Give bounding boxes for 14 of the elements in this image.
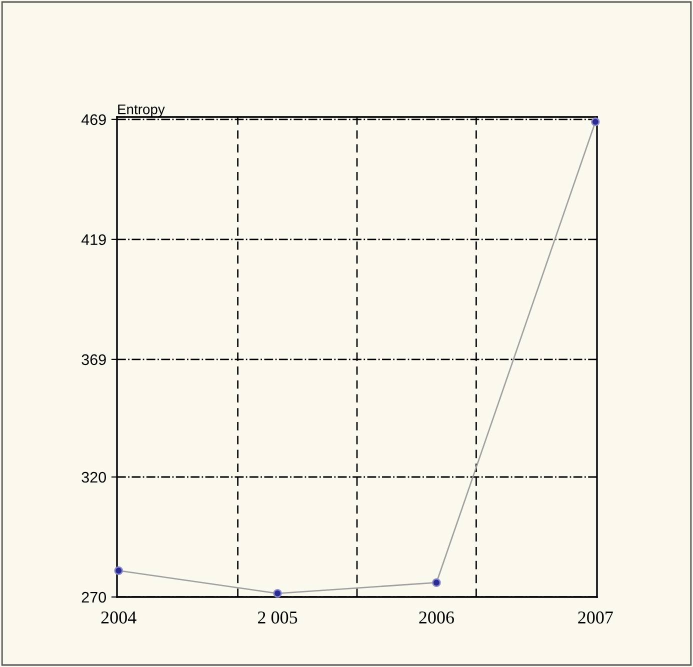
point <box>273 589 282 598</box>
x-tick-label: 2 005 <box>258 611 298 624</box>
y-tick-label: 419 <box>81 234 106 246</box>
y-tick-label: 469 <box>81 114 106 126</box>
x-tick-label: 2007 <box>578 611 613 624</box>
y-tick-label: 369 <box>82 354 106 366</box>
x-tick-label: 2004 <box>101 611 136 624</box>
point <box>591 117 600 126</box>
y-axis-title: Entropy <box>118 104 165 117</box>
y-tick-label: 320 <box>82 472 106 483</box>
y-tick-label: 270 <box>82 592 106 603</box>
x-tick-label: 2006 <box>419 611 454 624</box>
point <box>114 566 123 575</box>
point <box>432 578 441 587</box>
